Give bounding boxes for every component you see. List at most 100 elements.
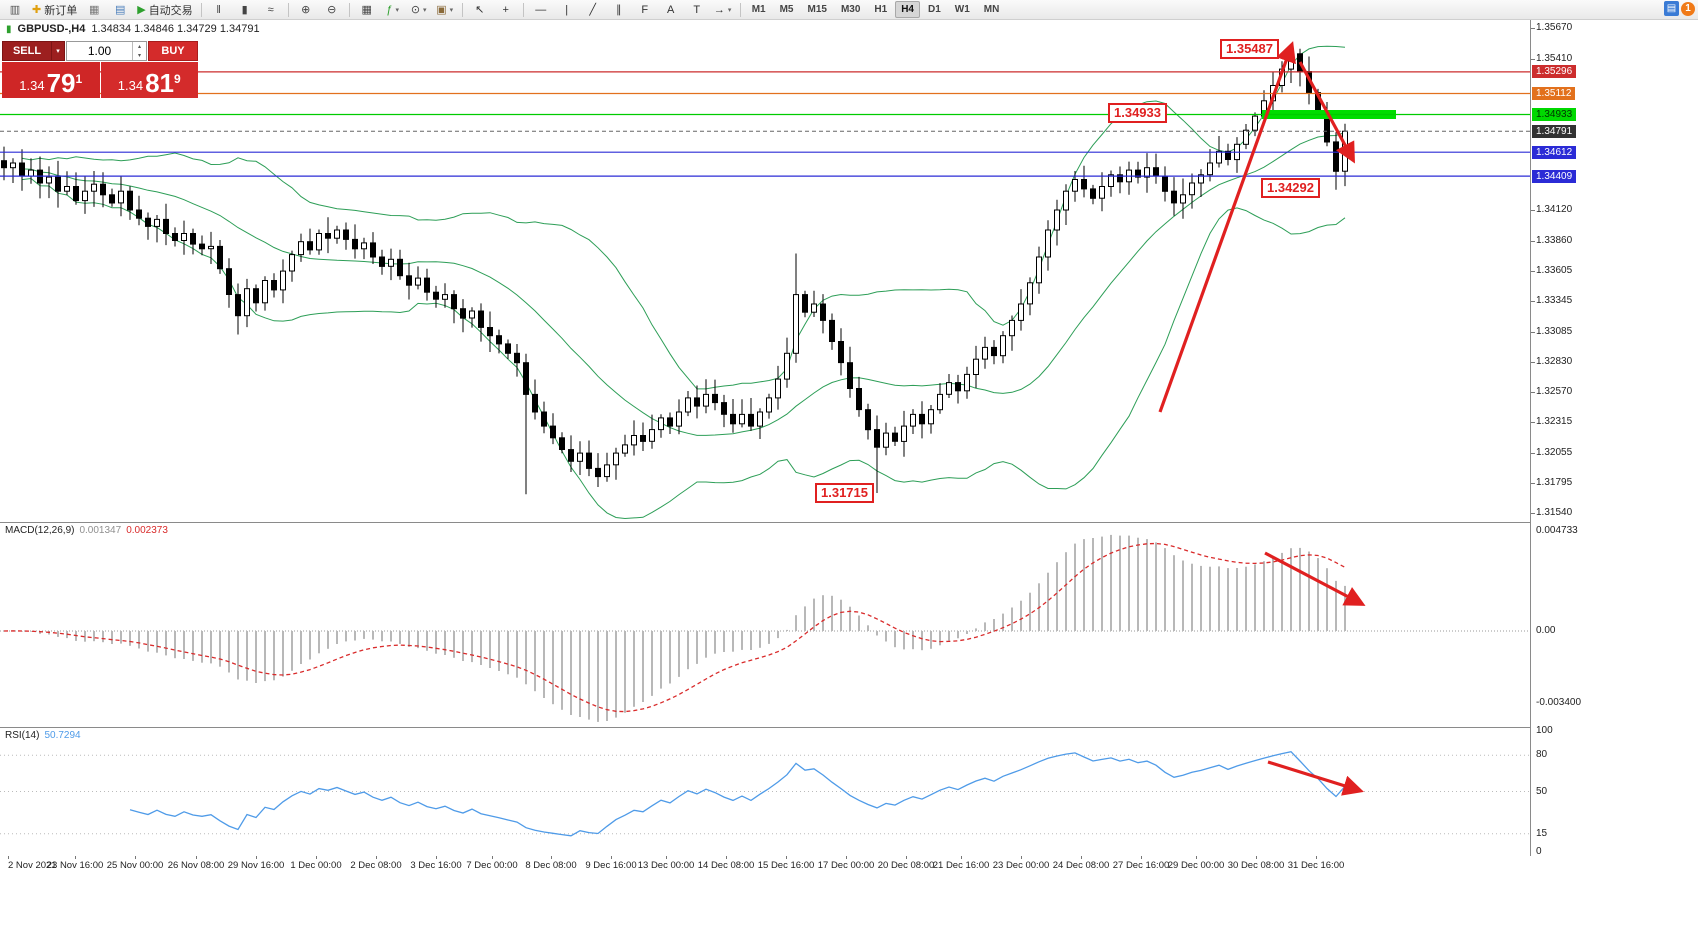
- timeframe-mn[interactable]: MN: [983, 4, 1000, 15]
- price-tick-mark: [1531, 59, 1535, 60]
- ohlc-values: 1.34834 1.34846 1.34729 1.34791: [91, 23, 260, 35]
- line-chart-icon[interactable]: ≈: [267, 3, 274, 16]
- channel-icon[interactable]: ∥: [615, 3, 622, 16]
- timeframe-h1[interactable]: H1: [874, 4, 888, 15]
- volume-box: ▴ ▾: [66, 41, 147, 61]
- autotrading-button[interactable]: ▶ 自动交易: [137, 3, 193, 17]
- zoom-in-icon[interactable]: ⊕: [301, 3, 311, 16]
- time-tick-mark: [961, 856, 962, 859]
- price-annotation[interactable]: 1.34292: [1261, 178, 1320, 198]
- price-annotation[interactable]: 1.31715: [815, 483, 874, 503]
- volume-input[interactable]: [67, 42, 132, 60]
- notification-badge[interactable]: 1: [1681, 1, 1695, 16]
- cursor-icon[interactable]: ↖: [475, 3, 485, 16]
- price-chart[interactable]: [0, 20, 1530, 523]
- templates-icon[interactable]: ▣ ▾: [436, 3, 454, 16]
- time-tick: 24 Dec 08:00: [1052, 860, 1110, 871]
- trendline-icon[interactable]: ╱: [589, 3, 596, 16]
- macd-panel[interactable]: [0, 522, 1530, 728]
- text-icon[interactable]: A: [667, 3, 675, 16]
- chart-window-icon[interactable]: ▥: [9, 3, 21, 16]
- sell-button[interactable]: SELL: [2, 41, 52, 61]
- zoom-out-icon[interactable]: ⊖: [327, 3, 337, 16]
- tile-windows-icon[interactable]: ▦: [361, 3, 372, 16]
- time-tick: 2 Nov 2021: [8, 860, 57, 871]
- indicators-icon[interactable]: ƒ ▾: [386, 3, 399, 16]
- rsi-label: RSI(14) 50.7294: [5, 730, 81, 741]
- periods-icon[interactable]: ⊙ ▾: [410, 3, 427, 16]
- price-tick-mark: [1531, 392, 1535, 393]
- price-tick-mark: [1531, 453, 1535, 454]
- price-annotation[interactable]: 1.34933: [1108, 103, 1167, 123]
- price-tick-mark: [1531, 422, 1535, 423]
- price-tick-mark: [1531, 483, 1535, 484]
- topright-icons: ▤ 1: [1664, 1, 1695, 16]
- time-axis[interactable]: 2 Nov 2021 23 Nov 16:00 25 Nov 00:00 26 Nov…: [0, 856, 1698, 880]
- volume-down-icon[interactable]: ▾: [137, 53, 141, 59]
- time-tick-mark: [1316, 856, 1317, 859]
- sell-price-sup: 1: [75, 72, 83, 86]
- price-tick: 1.32315: [1536, 416, 1573, 427]
- arrows-icon[interactable]: → ▾: [713, 3, 732, 16]
- volume-up-icon[interactable]: ▴: [137, 44, 141, 50]
- panel-toggle-icon[interactable]: ▤: [1664, 1, 1679, 16]
- timeframe-h4[interactable]: H4: [895, 1, 920, 18]
- sell-price-big: 79: [46, 68, 76, 98]
- toolbar-separator: [522, 2, 524, 17]
- time-tick: 2 Dec 08:00: [350, 860, 402, 871]
- price-tick-mark: [1531, 271, 1535, 272]
- sell-price-button[interactable]: 1.34 79 1: [2, 62, 100, 98]
- price-tick-mark: [1531, 210, 1535, 211]
- time-tick: 29 Nov 16:00: [227, 860, 285, 871]
- time-tick-mark: [666, 856, 667, 859]
- time-tick: 17 Dec 00:00: [817, 860, 875, 871]
- price-annotation[interactable]: 1.35487: [1220, 39, 1279, 59]
- price-tick: 1.33085: [1536, 326, 1573, 337]
- fibonacci-icon[interactable]: F: [641, 3, 649, 16]
- time-tick-mark: [611, 856, 612, 859]
- macd-label: MACD(12,26,9) 0.001347 0.002373: [5, 525, 168, 536]
- timeframe-m5[interactable]: M5: [779, 4, 794, 15]
- timeframe-m1[interactable]: M1: [751, 4, 766, 15]
- time-tick: 25 Nov 00:00: [106, 860, 164, 871]
- market-watch-icon[interactable]: ▤: [115, 3, 126, 16]
- rsi-axis-label: 50: [1536, 786, 1548, 797]
- price-tick: 1.32570: [1536, 386, 1573, 397]
- price-axis[interactable]: 1.35670 1.35410 1.34120 1.33860 1.33605 1.333…: [1530, 20, 1698, 857]
- crosshair-icon[interactable]: +: [502, 3, 509, 16]
- timeframe-m15[interactable]: M15: [807, 4, 827, 15]
- rsi-panel[interactable]: [0, 727, 1530, 857]
- price-tick-mark: [1531, 301, 1535, 302]
- chart-title: ▮ GBPUSD-,H4 1.34834 1.34846 1.34729 1.3…: [6, 23, 260, 35]
- toolbar-separator: [348, 2, 350, 17]
- time-tick-mark: [316, 856, 317, 859]
- time-tick: 1 Dec 00:00: [290, 860, 342, 871]
- chart-profiles-icon[interactable]: ▦: [89, 3, 100, 16]
- rsi-axis-label: 0: [1536, 846, 1542, 857]
- price-tick: 1.35410: [1536, 53, 1573, 64]
- label-icon[interactable]: T: [693, 3, 701, 16]
- macd-axis-label: 0.004733: [1536, 525, 1578, 536]
- macd-axis-label: -0.003400: [1536, 697, 1582, 708]
- candlestick-chart-icon[interactable]: ▮: [241, 3, 248, 16]
- volume-spinner: ▴ ▾: [132, 42, 146, 60]
- price-tick: 1.35670: [1536, 22, 1573, 33]
- timeframe-m30[interactable]: M30: [840, 4, 861, 15]
- time-tick-mark: [846, 856, 847, 859]
- time-tick-mark: [1081, 856, 1082, 859]
- horizontal-line-icon[interactable]: —: [535, 3, 547, 16]
- rsi-axis-label: 15: [1536, 828, 1548, 839]
- new-order-button[interactable]: ✚ 新订单: [32, 3, 78, 17]
- buy-button[interactable]: BUY: [148, 41, 198, 61]
- one-click-trading: SELL ▾ ▴ ▾ BUY 1.34 79 1 1.3: [2, 41, 198, 98]
- vertical-line-icon[interactable]: |: [565, 3, 569, 16]
- time-tick-mark: [1256, 856, 1257, 859]
- buy-price-button[interactable]: 1.34 81 9: [100, 62, 198, 98]
- toolbar-separator: [200, 2, 202, 17]
- order-type-dropdown-icon[interactable]: ▾: [52, 41, 65, 61]
- bar-chart-icon[interactable]: ‖: [216, 3, 221, 16]
- timeframe-d1[interactable]: D1: [928, 4, 941, 15]
- time-tick: 23 Dec 00:00: [992, 860, 1050, 871]
- price-badge: 1.35296: [1532, 65, 1577, 78]
- timeframe-w1[interactable]: W1: [954, 4, 970, 15]
